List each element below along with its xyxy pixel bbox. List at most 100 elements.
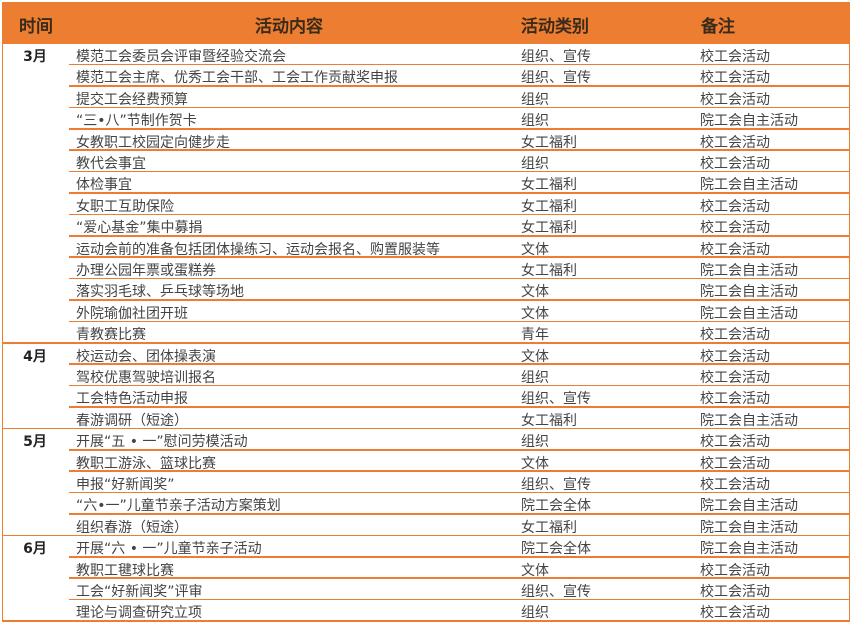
activity-category: 女工福利 xyxy=(521,198,577,215)
activity-content: 女职工互助保险 xyxy=(76,198,174,215)
activity-category: 组织 xyxy=(521,113,549,130)
activity-category: 女工福利 xyxy=(521,220,577,237)
table-row: 青教赛比赛 青年 校工会活动 xyxy=(3,322,849,344)
activity-content: 开展“六 • 一”儿童节亲子活动 xyxy=(76,541,262,558)
activity-category: 青年 xyxy=(521,327,549,344)
row-divider xyxy=(69,235,849,237)
month-label: 5月 xyxy=(23,434,47,451)
activity-note: 校工会活动 xyxy=(700,91,770,108)
activity-content: 教职工游泳、篮球比赛 xyxy=(76,455,216,472)
row-divider xyxy=(69,556,849,558)
row-divider xyxy=(69,320,849,323)
activity-content: 落实羽毛球、乒乓球等场地 xyxy=(76,284,244,301)
activity-note: 校工会活动 xyxy=(700,562,770,579)
table-row: 工会特色活动申报 组织、宣传 校工会活动 xyxy=(3,386,849,408)
activity-note: 院工会自主活动 xyxy=(700,412,798,429)
activity-content: 外院瑜伽社团开班 xyxy=(76,305,188,322)
activity-content: “爱心基金”集中募捐 xyxy=(76,220,203,237)
activity-category: 组织、宣传 xyxy=(521,477,591,493)
activity-content: 申报“好新闻奖” xyxy=(76,477,175,493)
row-divider xyxy=(69,299,849,301)
table-row: 春游调研（短途） 女工福利 院工会自主活动 xyxy=(3,408,849,430)
activity-category: 女工福利 xyxy=(521,519,577,536)
activity-note: 校工会活动 xyxy=(700,348,770,365)
row-divider xyxy=(69,256,849,258)
activity-note: 校工会活动 xyxy=(700,477,770,493)
row-divider xyxy=(69,449,849,451)
table-row: 办理公园年票或蛋糕券 女工福利 院工会自主活动 xyxy=(3,258,849,280)
table-row: 5月 开展“五 • 一”慰问劳模活动 组织 校工会活动 xyxy=(3,429,849,451)
row-divider xyxy=(3,427,849,430)
table-row: 6月 开展“六 • 一”儿童节亲子活动 院工会全体 院工会自主活动 xyxy=(3,536,849,558)
activity-category: 女工福利 xyxy=(521,263,577,279)
activity-note: 校工会活动 xyxy=(700,391,770,408)
activity-note: 院工会自主活动 xyxy=(700,284,798,301)
row-divider xyxy=(69,363,849,365)
activity-content: 组织春游（短途） xyxy=(76,519,188,536)
activity-category: 组织、宣传 xyxy=(521,584,591,600)
activity-category: 文体 xyxy=(521,305,549,322)
table-header: 时间 活动内容 活动类别 备注 xyxy=(3,2,849,44)
activity-note: 校工会活动 xyxy=(700,434,770,451)
activity-content: 模范工会主席、优秀工会干部、工会工作贡献奖申报 xyxy=(76,70,398,87)
row-divider xyxy=(69,384,849,387)
activity-content: 驾校优惠驾驶培训报名 xyxy=(76,370,216,386)
activity-note: 校工会活动 xyxy=(700,156,770,172)
table-row: 教代会事宜 组织 校工会活动 xyxy=(3,151,849,173)
table-row: 申报“好新闻奖” 组织、宣传 校工会活动 xyxy=(3,472,849,494)
table-row: “三•八”节制作贺卡 组织 院工会自主活动 xyxy=(3,108,849,130)
activity-category: 文体 xyxy=(521,562,549,579)
activity-category: 女工福利 xyxy=(521,177,577,194)
activity-category: 院工会全体 xyxy=(521,498,591,515)
activity-category: 文体 xyxy=(521,284,549,301)
row-divider xyxy=(69,170,849,173)
activity-content: 办理公园年票或蛋糕券 xyxy=(76,263,216,279)
activity-note: 校工会活动 xyxy=(700,605,770,622)
row-divider xyxy=(69,491,849,494)
activity-category: 文体 xyxy=(521,241,549,258)
table-row: 教职工毽球比赛 文体 校工会活动 xyxy=(3,558,849,579)
activity-content: “三•八”节制作贺卡 xyxy=(76,113,197,130)
table-row: 提交工会经费预算 组织 校工会活动 xyxy=(3,87,849,109)
table-row: “爱心基金”集中募捐 女工福利 校工会活动 xyxy=(3,215,849,237)
row-divider xyxy=(69,213,849,216)
row-divider xyxy=(69,63,849,66)
activity-note: 校工会活动 xyxy=(700,49,770,65)
table-row: 3月 模范工会委员会评审暨经验交流会 组织、宣传 校工会活动 xyxy=(3,44,849,66)
row-divider xyxy=(69,406,849,408)
activity-note: 院工会自主活动 xyxy=(700,541,798,558)
activity-category: 组织 xyxy=(521,156,549,172)
row-divider xyxy=(69,192,849,194)
activity-category: 院工会全体 xyxy=(521,541,591,558)
activity-note: 校工会活动 xyxy=(700,584,770,600)
activity-content: 青教赛比赛 xyxy=(76,327,146,344)
table-row: 女职工互助保险 女工福利 校工会活动 xyxy=(3,194,849,216)
activity-note: 院工会自主活动 xyxy=(700,113,798,130)
activity-content: 教职工毽球比赛 xyxy=(76,562,174,579)
month-label: 3月 xyxy=(23,49,47,65)
activity-note: 校工会活动 xyxy=(700,220,770,237)
row-divider xyxy=(69,106,849,109)
row-divider xyxy=(3,620,849,622)
activity-category: 文体 xyxy=(521,455,549,472)
table-row: “六•一”儿童节亲子活动方案策划 院工会全体 院工会自主活动 xyxy=(3,493,849,515)
row-divider xyxy=(3,534,849,537)
header-category: 活动类别 xyxy=(521,17,589,37)
activity-content: 体检事宜 xyxy=(76,177,132,194)
activity-category: 文体 xyxy=(521,348,549,365)
row-divider xyxy=(69,577,849,579)
activity-content: 模范工会委员会评审暨经验交流会 xyxy=(76,49,286,65)
header-content: 活动内容 xyxy=(255,17,323,37)
activity-category: 组织 xyxy=(521,434,549,451)
activity-content: 教代会事宜 xyxy=(76,156,146,172)
table-row: 工会“好新闻奖”评审 组织、宣传 校工会活动 xyxy=(3,579,849,601)
activity-category: 女工福利 xyxy=(521,134,577,151)
activity-content: 运动会前的准备包括团体操练习、运动会报名、购置服装等 xyxy=(76,241,440,258)
row-divider xyxy=(69,277,849,280)
activity-category: 女工福利 xyxy=(521,412,577,429)
table-row: 落实羽毛球、乒乓球等场地 文体 院工会自主活动 xyxy=(3,279,849,301)
table-row: 女教职工校园定向健步走 女工福利 校工会活动 xyxy=(3,130,849,151)
table-row: 组织春游（短途） 女工福利 院工会自主活动 xyxy=(3,515,849,537)
activity-content: 春游调研（短途） xyxy=(76,412,188,429)
